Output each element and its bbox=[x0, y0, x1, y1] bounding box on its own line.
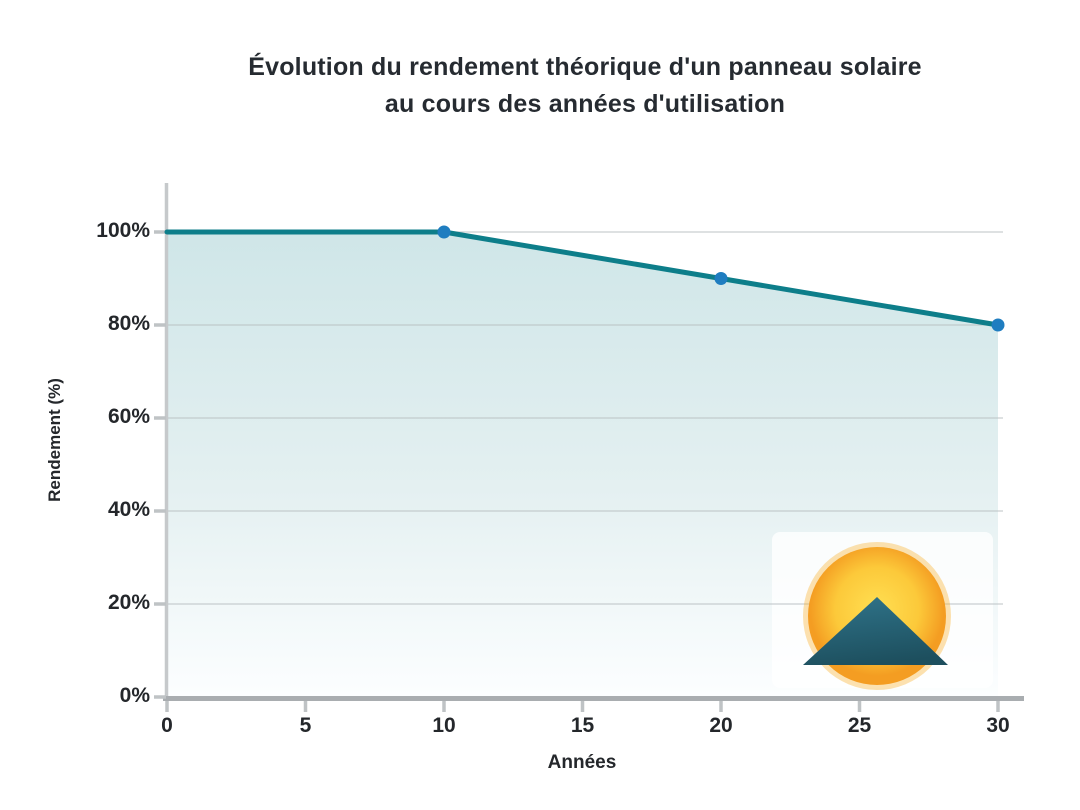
x-tick-label: 0 bbox=[161, 714, 173, 737]
chart-title-line-1: Évolution du rendement théorique d'un pa… bbox=[248, 53, 922, 81]
x-tick-label: 15 bbox=[570, 714, 595, 737]
x-tick-label: 30 bbox=[986, 714, 1010, 737]
y-tick-label: 80% bbox=[107, 312, 150, 335]
y-axis-title: Rendement (%) bbox=[45, 378, 64, 502]
trend-line bbox=[164, 229, 1001, 328]
x-tick-label: 10 bbox=[432, 714, 456, 737]
data-point bbox=[714, 272, 728, 285]
chart-title: Évolution du rendement théorique d'un pa… bbox=[90, 49, 1080, 123]
x-tick-label: 25 bbox=[847, 714, 872, 737]
x-tick-label: 5 bbox=[299, 714, 312, 737]
x-tick-label: 20 bbox=[709, 714, 733, 737]
y-tick-label: 40% bbox=[107, 498, 150, 521]
y-tick-label: 20% bbox=[107, 591, 150, 614]
data-point bbox=[991, 318, 1005, 332]
x-axis-title: Années bbox=[547, 752, 617, 773]
y-tick-label: 60% bbox=[107, 405, 150, 428]
data-point bbox=[437, 225, 451, 239]
y-tick-label: 0% bbox=[119, 684, 150, 707]
y-tick-label: 100% bbox=[96, 219, 150, 242]
mountain-icon bbox=[803, 597, 948, 665]
chart-title-line-2: au cours des années d'utilisation bbox=[384, 90, 786, 118]
